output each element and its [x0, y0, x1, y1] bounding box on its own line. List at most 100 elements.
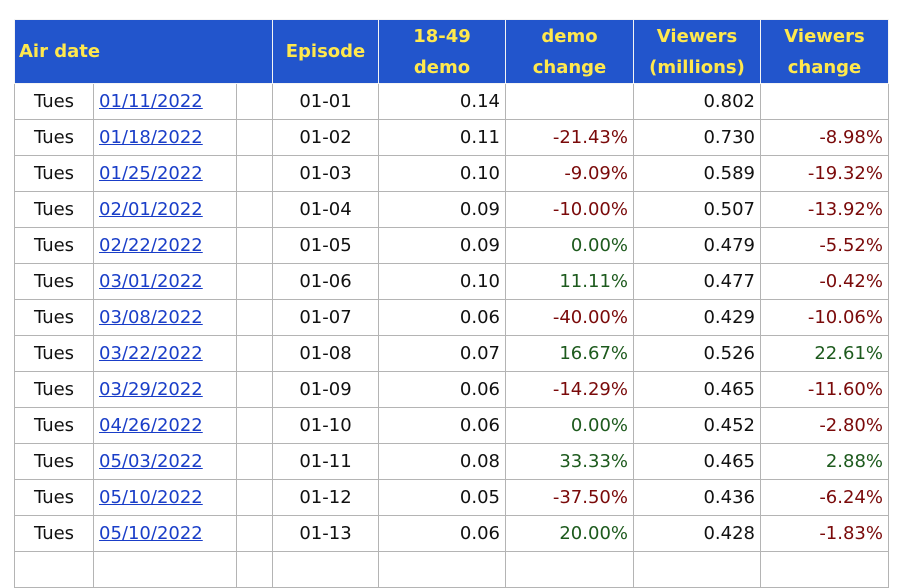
episode-cell: 01-04	[272, 191, 379, 228]
episode-cell: 01-03	[272, 155, 379, 192]
day-cell: Tues	[14, 155, 94, 192]
air-date-link[interactable]: 05/03/2022	[99, 451, 203, 472]
viewers-change-cell: -10.06%	[760, 299, 889, 336]
episode-cell: 01-08	[272, 335, 379, 372]
air-date-link[interactable]: 04/26/2022	[99, 415, 203, 436]
day-cell: Tues	[14, 299, 94, 336]
viewers-change-cell: 2.88%	[760, 443, 889, 480]
table-row: Tues 01/18/2022 01-02 0.11 -21.43% 0.730 -8.98…	[14, 119, 889, 156]
episode-cell: 01-13	[272, 515, 379, 552]
table-row: Tues 02/01/2022 01-04 0.09 -10.00% 0.507 -13.9…	[14, 191, 889, 228]
date-cell: 05/10/2022	[93, 515, 237, 552]
empty-cell	[236, 227, 273, 264]
air-date-link[interactable]: 02/22/2022	[99, 235, 203, 256]
date-cell: 02/01/2022	[93, 191, 237, 228]
day-cell: Tues	[14, 515, 94, 552]
viewers-cell: 0.428	[633, 515, 761, 552]
table-row: Tues 04/26/2022 01-10 0.06 0.00% 0.452 -2.80%	[14, 407, 889, 444]
viewers-cell: 0.436	[633, 479, 761, 516]
air-date-link[interactable]: 01/11/2022	[99, 91, 203, 112]
empty-cell	[236, 83, 273, 120]
air-date-link[interactable]: 03/08/2022	[99, 307, 203, 328]
header-row: Air date Episode 18-49 demo demo change Vi…	[14, 19, 889, 84]
episode-cell: 01-05	[272, 227, 379, 264]
demo-cell: 0.07	[378, 335, 506, 372]
day-cell: Tues	[14, 407, 94, 444]
empty-cell	[236, 407, 273, 444]
demo-cell: 0.05	[378, 479, 506, 516]
viewers-change-cell: -2.80%	[760, 407, 889, 444]
day-cell: Tues	[14, 371, 94, 408]
episode-cell: 01-12	[272, 479, 379, 516]
demo-change-cell: 20.00%	[505, 515, 634, 552]
demo-change-cell: -10.00%	[505, 191, 634, 228]
empty-cell	[236, 191, 273, 228]
episode-cell: 01-09	[272, 371, 379, 408]
viewers-cell: 0.429	[633, 299, 761, 336]
demo-change-cell: -9.09%	[505, 155, 634, 192]
viewers-cell: 0.730	[633, 119, 761, 156]
header-viewers-line2: (millions)	[649, 56, 745, 78]
demo-change-cell: 0.00%	[505, 227, 634, 264]
table-row: Tues 05/03/2022 01-11 0.08 33.33% 0.465 2.88%	[14, 443, 889, 480]
air-date-link[interactable]: 05/10/2022	[99, 487, 203, 508]
air-date-link[interactable]: 03/29/2022	[99, 379, 203, 400]
air-date-link[interactable]: 01/18/2022	[99, 127, 203, 148]
viewers-change-cell: -11.60%	[760, 371, 889, 408]
demo-change-cell: -40.00%	[505, 299, 634, 336]
viewers-change-cell: -6.24%	[760, 479, 889, 516]
episode-cell: 01-07	[272, 299, 379, 336]
header-vchange-line1: Viewers	[784, 25, 865, 47]
demo-change-cell	[505, 83, 634, 120]
air-date-link[interactable]: 02/01/2022	[99, 199, 203, 220]
viewers-change-cell: -13.92%	[760, 191, 889, 228]
date-cell: 05/10/2022	[93, 479, 237, 516]
episode-cell: 01-01	[272, 83, 379, 120]
episode-cell: 01-10	[272, 407, 379, 444]
header-dchange-line2: change	[532, 56, 607, 78]
table-row: Tues 02/22/2022 01-05 0.09 0.00% 0.479 -5.52%	[14, 227, 889, 264]
table-row: Tues 03/29/2022 01-09 0.06 -14.29% 0.465 -11.6…	[14, 371, 889, 408]
day-cell: Tues	[14, 335, 94, 372]
demo-cell: 0.06	[378, 371, 506, 408]
empty-cell	[236, 299, 273, 336]
viewers-change-cell: -1.83%	[760, 515, 889, 552]
empty-cell	[236, 443, 273, 480]
table-row-partial	[14, 551, 889, 588]
demo-cell: 0.14	[378, 83, 506, 120]
episode-cell: 01-11	[272, 443, 379, 480]
header-episode: Episode	[272, 19, 379, 84]
air-date-link[interactable]: 01/25/2022	[99, 163, 203, 184]
day-cell: Tues	[14, 479, 94, 516]
date-cell: 01/18/2022	[93, 119, 237, 156]
viewers-cell: 0.507	[633, 191, 761, 228]
viewers-change-cell: -8.98%	[760, 119, 889, 156]
empty-cell	[236, 263, 273, 300]
air-date-link[interactable]: 03/01/2022	[99, 271, 203, 292]
demo-change-cell: -14.29%	[505, 371, 634, 408]
demo-cell: 0.06	[378, 299, 506, 336]
header-demo-line2: demo	[413, 56, 471, 78]
demo-cell: 0.11	[378, 119, 506, 156]
air-date-link[interactable]: 05/10/2022	[99, 523, 203, 544]
header-viewers-change: Viewers change	[760, 19, 889, 84]
table-row: Tues 01/11/2022 01-01 0.14 0.802	[14, 83, 889, 120]
header-air-date: Air date	[14, 19, 273, 84]
table-row: Tues 03/22/2022 01-08 0.07 16.67% 0.526 22.61%	[14, 335, 889, 372]
demo-cell: 0.06	[378, 407, 506, 444]
table-row: Tues 03/01/2022 01-06 0.10 11.11% 0.477 -0.42%	[14, 263, 889, 300]
viewers-cell: 0.802	[633, 83, 761, 120]
day-cell: Tues	[14, 443, 94, 480]
viewers-change-cell: -5.52%	[760, 227, 889, 264]
empty-cell	[236, 335, 273, 372]
viewers-cell: 0.477	[633, 263, 761, 300]
viewers-cell: 0.589	[633, 155, 761, 192]
date-cell: 03/08/2022	[93, 299, 237, 336]
day-cell: Tues	[14, 83, 94, 120]
date-cell: 01/25/2022	[93, 155, 237, 192]
viewers-cell: 0.465	[633, 443, 761, 480]
air-date-link[interactable]: 03/22/2022	[99, 343, 203, 364]
viewers-change-cell	[760, 83, 889, 120]
table-row: Tues 05/10/2022 01-13 0.06 20.00% 0.428 -1.83%	[14, 515, 889, 552]
demo-change-cell: 0.00%	[505, 407, 634, 444]
